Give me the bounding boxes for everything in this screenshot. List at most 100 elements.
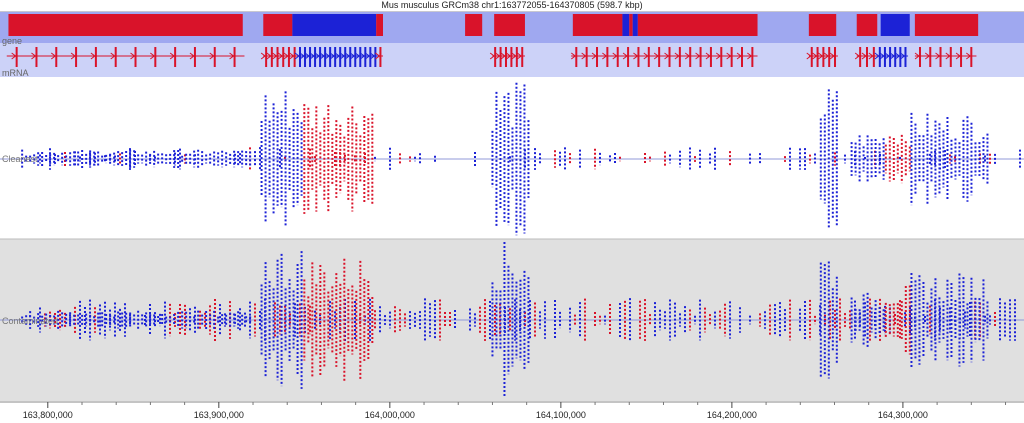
exon-mark [878,47,881,67]
gene-block [263,14,293,36]
strand-arrow [861,52,867,60]
strand-arrow [695,52,701,60]
gene-block [494,14,525,36]
contaminated-track-label: Contaminated [2,316,59,326]
strand-arrow [874,52,880,60]
strand-arrow [914,52,920,60]
strand-arrow [309,52,315,60]
exon-mark [276,47,279,67]
gene-block [572,14,623,36]
strand-arrow [674,52,680,60]
strand-arrow [110,52,116,60]
exon-mark [894,47,897,67]
strand-arrow [900,52,906,60]
exon-mark [865,47,868,67]
strand-arrow [260,52,266,60]
strand-arrow [266,52,272,60]
strand-arrow [653,52,659,60]
exon-mark [329,47,332,67]
strand-arrow [643,52,649,60]
strand-arrow [70,52,76,60]
strand-arrow [664,52,670,60]
gene-block [808,14,837,36]
strand-arrow [272,52,278,60]
strand-arrow [489,52,495,60]
exon-mark [720,47,723,67]
strand-arrow [304,52,310,60]
exon-mark [309,47,312,67]
strand-arrow [806,52,812,60]
exon-mark [379,47,382,67]
exon-mark [94,47,97,67]
strand-arrow [360,52,366,60]
exon-mark [521,47,524,67]
gene-block [880,14,910,36]
exon-mark [810,47,813,67]
strand-arrow [329,52,335,60]
gene-block [292,14,377,36]
strand-arrow [879,52,885,60]
exon-mark [596,47,599,67]
strand-arrow [150,52,156,60]
strand-arrow [633,52,639,60]
strand-arrow [365,52,371,60]
strand-arrow [289,52,295,60]
strand-arrow [945,52,951,60]
strand-arrow [571,52,577,60]
mrna-track-label: mRNA [2,68,29,78]
gene-block [856,14,878,36]
exon-mark [515,47,518,67]
strand-arrow [511,52,517,60]
strand-arrow [11,52,17,60]
exon-mark [939,47,942,67]
strand-arrow [955,52,961,60]
exon-mark [647,47,650,67]
strand-arrow [715,52,722,60]
strand-arrow [339,52,346,60]
exon-mark [575,47,578,67]
exon-mark [334,47,337,67]
exon-mark [816,47,819,67]
strand-arrow [209,52,215,60]
exon-mark [114,47,117,67]
strand-arrow [500,52,506,60]
strand-arrow [354,52,361,60]
strand-arrow [370,52,376,60]
strand-arrow [516,52,523,60]
exon-mark [889,47,892,67]
axis-tick-label: 163,900,000 [193,410,244,420]
strand-arrow [818,52,824,60]
exon-mark [658,47,661,67]
exon-mark [494,47,497,67]
strand-arrow [889,52,896,60]
exon-mark [293,47,296,67]
exon-mark [193,47,196,67]
exon-mark [298,47,301,67]
strand-arrow [495,52,501,60]
gene-block [622,14,630,36]
exon-mark [919,47,922,67]
exon-mark [822,47,825,67]
exon-mark [859,47,862,67]
strand-arrow [506,52,512,60]
exon-mark [374,47,377,67]
gene-track-label: gene [2,36,23,46]
gene-block [8,14,243,36]
exon-mark [970,47,973,67]
strand-arrow [884,52,890,60]
strand-arrow [705,52,711,60]
strand-arrow [50,52,57,60]
region-title: Mus musculus GRCm38 chr1:163772055-16437… [0,0,1024,12]
axis-tick-label: 164,300,000 [877,410,928,420]
exon-mark [344,47,347,67]
strand-arrow [935,52,941,60]
exon-mark [369,47,372,67]
exon-mark [154,47,157,67]
exon-mark [499,47,502,67]
strand-arrow [189,52,195,60]
strand-arrow [602,52,608,60]
strand-arrow [349,52,356,60]
exon-mark [637,47,640,67]
